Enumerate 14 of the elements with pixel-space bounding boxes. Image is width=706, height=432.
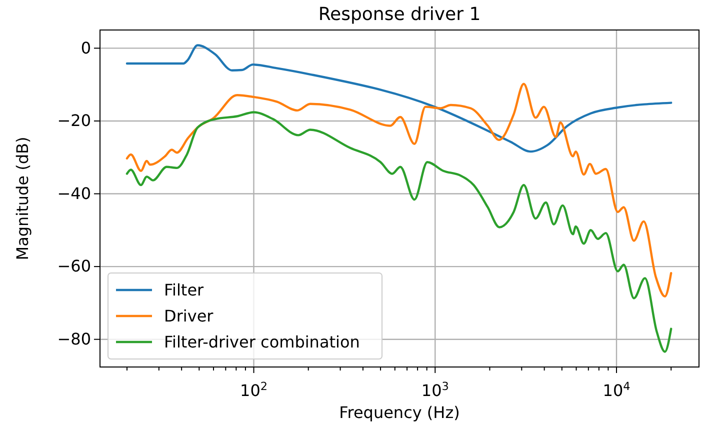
x-tick-label: 10$^{4}$ xyxy=(602,380,630,400)
x-axis-title: Frequency (Hz) xyxy=(339,403,460,422)
x-tick-label: 10$^{3}$ xyxy=(421,380,449,400)
y-tick-label: −60 xyxy=(57,256,91,276)
x-tick-label: 10$^{2}$ xyxy=(240,380,268,400)
y-tick-label: −80 xyxy=(57,329,91,348)
legend-label: Filter-driver combination xyxy=(164,332,360,352)
y-tick-label: 0 xyxy=(80,38,91,58)
y-tick-label: −40 xyxy=(57,184,91,203)
y-tick-label: −20 xyxy=(57,111,91,130)
chart-title: Response driver 1 xyxy=(318,4,481,25)
legend-label: Driver xyxy=(164,306,214,326)
legend-label: Filter xyxy=(164,280,204,300)
y-axis-title: Magnitude (dB) xyxy=(13,136,32,260)
